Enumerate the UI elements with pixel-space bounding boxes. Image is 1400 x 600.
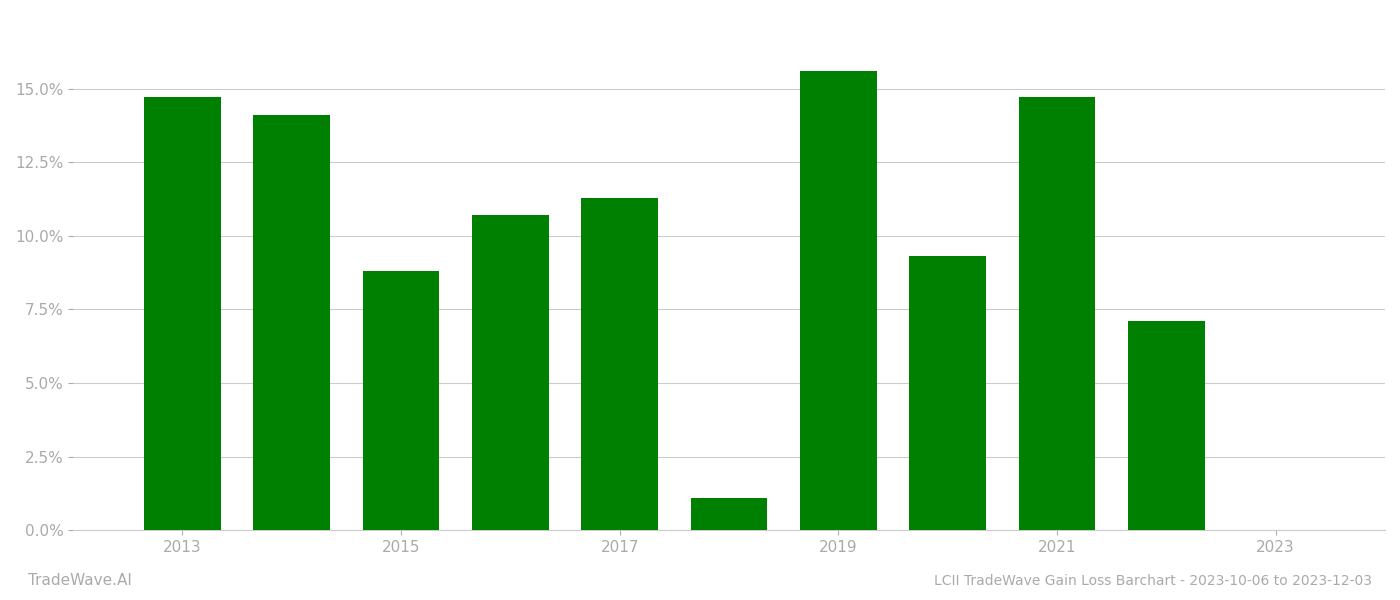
Bar bbox=[910, 256, 986, 530]
Bar bbox=[690, 498, 767, 530]
Bar bbox=[472, 215, 549, 530]
Bar bbox=[1019, 97, 1095, 530]
Bar bbox=[801, 71, 876, 530]
Bar bbox=[581, 197, 658, 530]
Bar bbox=[253, 115, 330, 530]
Text: TradeWave.AI: TradeWave.AI bbox=[28, 573, 132, 588]
Bar bbox=[363, 271, 440, 530]
Bar bbox=[1128, 321, 1204, 530]
Bar bbox=[144, 97, 221, 530]
Text: LCII TradeWave Gain Loss Barchart - 2023-10-06 to 2023-12-03: LCII TradeWave Gain Loss Barchart - 2023… bbox=[934, 574, 1372, 588]
